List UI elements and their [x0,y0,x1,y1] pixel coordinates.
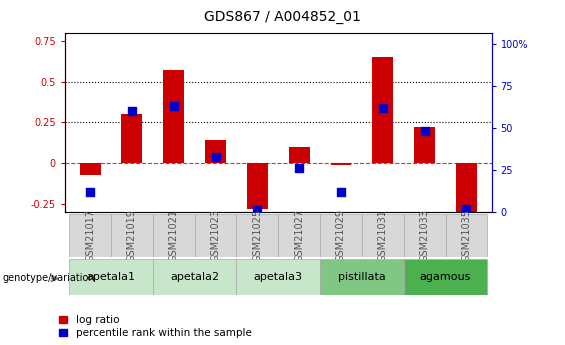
Text: GSM21031: GSM21031 [378,209,388,262]
Bar [320,214,362,257]
Point [420,129,429,134]
Bar [331,163,351,165]
Bar [121,114,142,163]
Bar [289,147,310,163]
Point [85,189,94,195]
Bar [194,214,236,257]
Bar [446,214,488,257]
Bar [414,127,435,163]
Text: GSM21019: GSM21019 [127,209,137,262]
Point [379,105,388,111]
Point [211,154,220,159]
Text: apetala3: apetala3 [254,272,303,282]
Text: GSM21029: GSM21029 [336,209,346,262]
Text: GSM21035: GSM21035 [462,209,471,262]
Bar [247,163,268,209]
Legend: log ratio, percentile rank within the sample: log ratio, percentile rank within the sa… [59,315,251,338]
Text: GSM21021: GSM21021 [169,209,179,262]
Point [127,109,136,114]
Text: apetala1: apetala1 [86,272,136,282]
Point [337,189,346,195]
Bar [153,214,194,257]
Bar [236,259,320,295]
Bar [80,163,101,175]
Text: pistillata: pistillata [338,272,386,282]
Text: GSM21027: GSM21027 [294,209,304,262]
Text: GSM21025: GSM21025 [253,209,262,262]
Text: GSM21017: GSM21017 [85,209,95,262]
Bar [404,259,488,295]
Bar [320,259,404,295]
Point [295,166,304,171]
Point [169,104,178,109]
Bar [456,163,477,212]
Text: GSM21033: GSM21033 [420,209,429,262]
Bar [69,259,153,295]
Point [462,206,471,211]
Bar [69,214,111,257]
Bar [279,214,320,257]
Text: apetala2: apetala2 [170,272,219,282]
Text: genotype/variation: genotype/variation [3,273,95,283]
Point [253,208,262,213]
Text: GDS867 / A004852_01: GDS867 / A004852_01 [204,10,361,24]
Bar [404,214,446,257]
Bar [362,214,404,257]
Bar [163,70,184,163]
Bar [205,140,226,163]
Bar [111,214,153,257]
Bar [153,259,236,295]
Bar [372,57,393,163]
Text: agamous: agamous [420,272,471,282]
Bar [236,214,279,257]
Text: GSM21023: GSM21023 [211,209,220,262]
